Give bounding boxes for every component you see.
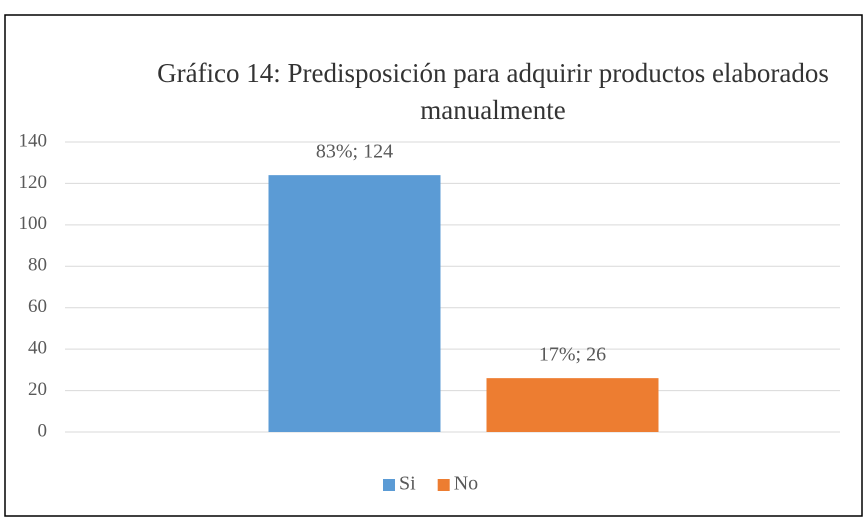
y-tick-label: 40 bbox=[28, 338, 47, 359]
bar bbox=[486, 378, 659, 432]
legend-swatch bbox=[437, 479, 450, 491]
chart-border bbox=[4, 14, 863, 517]
legend-label: Si bbox=[399, 473, 416, 495]
y-tick-label: 80 bbox=[28, 255, 47, 276]
y-tick-label: 120 bbox=[19, 172, 48, 193]
y-tick-label: 20 bbox=[28, 379, 47, 400]
y-tick-label: 100 bbox=[19, 213, 48, 234]
bar bbox=[268, 175, 441, 432]
y-tick-label: 140 bbox=[19, 130, 48, 151]
data-label: 83%; 124 bbox=[316, 141, 393, 163]
data-label: 17%; 26 bbox=[539, 344, 606, 366]
y-tick-label: 60 bbox=[28, 296, 47, 317]
legend-label: No bbox=[454, 473, 478, 495]
legend-swatch bbox=[383, 479, 395, 491]
chart-title: Gráfico 14: Predisposición para adquirir… bbox=[157, 58, 829, 125]
y-tick-label: 0 bbox=[38, 420, 48, 441]
